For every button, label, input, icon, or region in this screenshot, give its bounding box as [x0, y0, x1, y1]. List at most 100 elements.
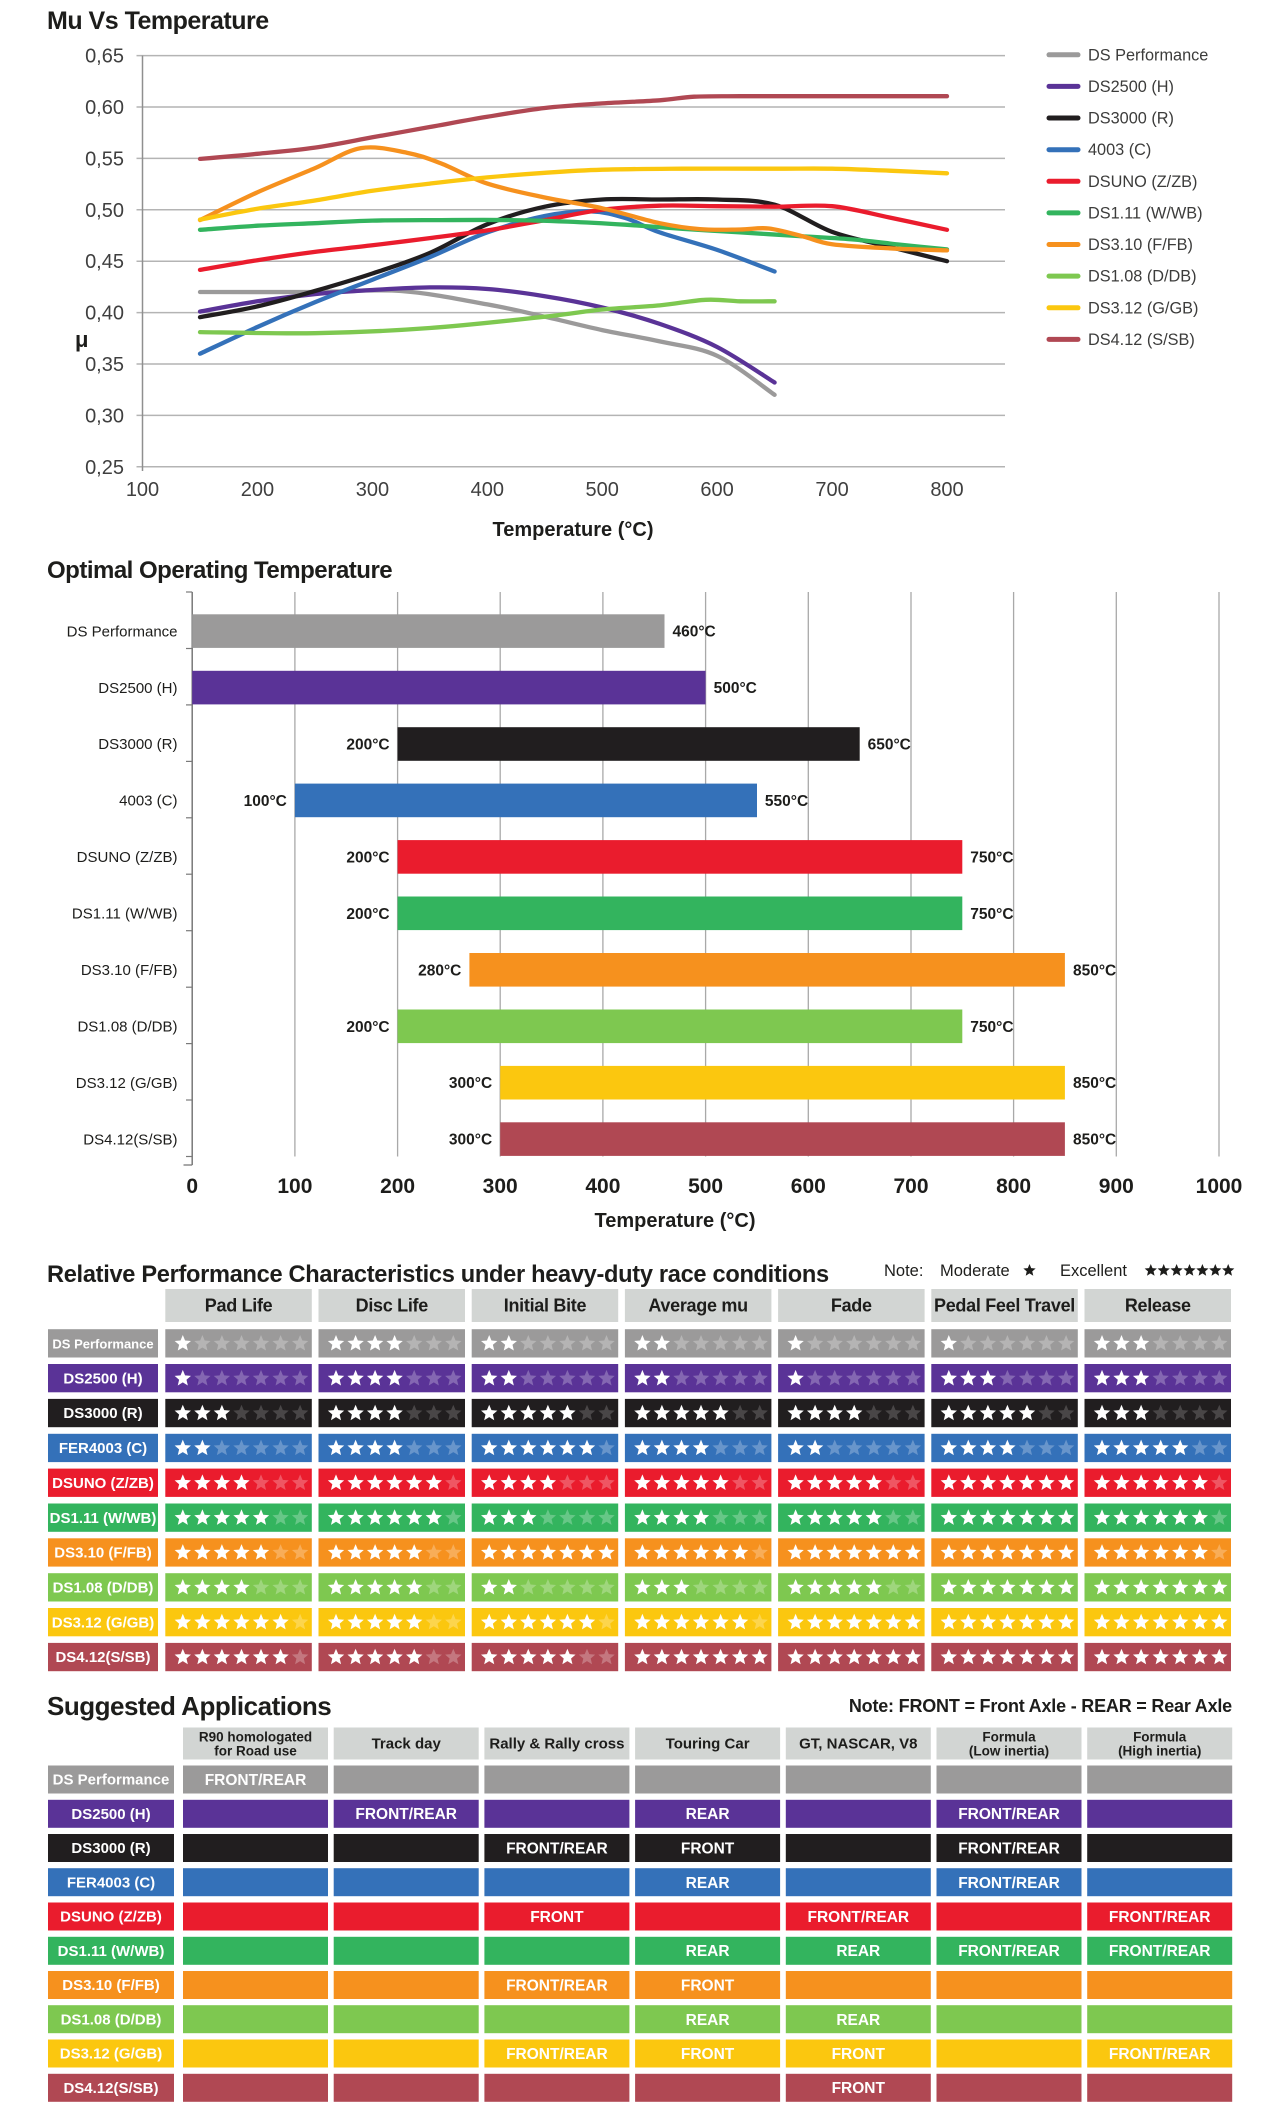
svg-text:FRONT/REAR: FRONT/REAR	[958, 1841, 1060, 1858]
svg-text:DS1.08 (D/DB): DS1.08 (D/DB)	[61, 2012, 162, 2029]
svg-text:0,35: 0,35	[85, 354, 124, 376]
svg-text:DS4.12(S/SB): DS4.12(S/SB)	[83, 1131, 177, 1148]
svg-text:300: 300	[356, 479, 389, 501]
svg-text:550°C: 550°C	[765, 793, 808, 810]
svg-text:300°C: 300°C	[449, 1132, 492, 1149]
svg-text:REAR: REAR	[686, 1875, 730, 1892]
svg-text:500: 500	[688, 1175, 723, 1198]
svg-text:Release: Release	[1125, 1296, 1191, 1316]
svg-text:850°C: 850°C	[1073, 1132, 1116, 1149]
svg-text:DSUNO (Z/ZB): DSUNO (Z/ZB)	[52, 1475, 154, 1492]
svg-text:DS3.10 (F/FB): DS3.10 (F/FB)	[1088, 236, 1193, 254]
svg-text:DS4.12 (S/SB): DS4.12 (S/SB)	[1088, 331, 1195, 349]
svg-text:0,60: 0,60	[85, 97, 124, 119]
svg-text:REAR: REAR	[836, 1943, 880, 1960]
svg-text:DS3000 (R): DS3000 (R)	[71, 1840, 150, 1857]
svg-text:FRONT/REAR: FRONT/REAR	[205, 1772, 307, 1789]
svg-text:0,40: 0,40	[85, 303, 124, 325]
svg-text:0,55: 0,55	[85, 148, 124, 170]
svg-text:0,30: 0,30	[85, 405, 124, 427]
svg-text:DS1.11 (W/WB): DS1.11 (W/WB)	[72, 906, 178, 923]
svg-text:300: 300	[483, 1175, 518, 1198]
svg-text:Track day: Track day	[372, 1736, 442, 1753]
svg-text:650°C: 650°C	[868, 737, 911, 754]
svg-text:DS Performance: DS Performance	[53, 1772, 170, 1789]
svg-text:FRONT/REAR: FRONT/REAR	[807, 1909, 909, 1926]
svg-text:DS1.11 (W/WB): DS1.11 (W/WB)	[50, 1510, 157, 1527]
svg-text:FER4003 (C): FER4003 (C)	[59, 1440, 147, 1457]
svg-text:Average mu: Average mu	[648, 1296, 747, 1316]
svg-text:100: 100	[126, 479, 159, 501]
svg-text:DS Performance: DS Performance	[52, 1337, 153, 1352]
svg-text:100°C: 100°C	[244, 793, 287, 810]
svg-text:DS3.12 (G/GB): DS3.12 (G/GB)	[1088, 299, 1198, 317]
svg-text:200: 200	[380, 1175, 415, 1198]
svg-text:DS3000 (R): DS3000 (R)	[1088, 110, 1174, 128]
svg-text:750°C: 750°C	[970, 1019, 1013, 1036]
svg-text:Temperature (°C): Temperature (°C)	[493, 519, 654, 541]
svg-text:FRONT/REAR: FRONT/REAR	[958, 1806, 1060, 1823]
svg-text:0,25: 0,25	[85, 457, 124, 479]
svg-text:Optimal Operating Temperature: Optimal Operating Temperature	[47, 557, 392, 584]
svg-text:REAR: REAR	[836, 2012, 880, 2029]
svg-text:DSUNO (Z/ZB): DSUNO (Z/ZB)	[60, 1909, 162, 1926]
svg-text:(Low inertia): (Low inertia)	[969, 1744, 1049, 1759]
svg-text:DS1.08 (D/DB): DS1.08 (D/DB)	[53, 1580, 154, 1597]
svg-text:DS3.12 (G/GB): DS3.12 (G/GB)	[76, 1075, 178, 1092]
svg-text:DS1.11 (W/WB): DS1.11 (W/WB)	[58, 1943, 165, 1960]
svg-text:Suggested Applications: Suggested Applications	[47, 1691, 331, 1721]
svg-text:Pedal Feel Travel: Pedal Feel Travel	[934, 1296, 1075, 1316]
svg-text:DS Performance: DS Performance	[67, 623, 178, 640]
svg-text:Formula: Formula	[982, 1730, 1036, 1745]
svg-text:Moderate: Moderate	[940, 1262, 1010, 1280]
svg-text:REAR: REAR	[686, 1806, 730, 1823]
svg-text:FRONT: FRONT	[530, 1909, 584, 1926]
svg-text:Fade: Fade	[831, 1296, 872, 1316]
svg-text:200: 200	[241, 479, 274, 501]
svg-text:DS3000 (R): DS3000 (R)	[98, 736, 177, 753]
svg-text:200°C: 200°C	[346, 1019, 389, 1036]
svg-text:FRONT/REAR: FRONT/REAR	[1109, 2046, 1211, 2063]
svg-text:4003 (C): 4003 (C)	[119, 793, 177, 810]
svg-text:500: 500	[586, 479, 619, 501]
svg-text:280°C: 280°C	[418, 962, 461, 979]
svg-text:FRONT/REAR: FRONT/REAR	[1109, 1943, 1211, 1960]
svg-text:750°C: 750°C	[970, 849, 1013, 866]
svg-text:FRONT/REAR: FRONT/REAR	[958, 1875, 1060, 1892]
svg-text:R90 homologated: R90 homologated	[199, 1730, 312, 1745]
svg-text:FRONT: FRONT	[832, 2080, 886, 2097]
svg-text:Excellent: Excellent	[1060, 1262, 1127, 1280]
svg-text:REAR: REAR	[686, 2012, 730, 2029]
svg-text:100: 100	[277, 1175, 312, 1198]
svg-text:Relative Performance Character: Relative Performance Characteristics und…	[47, 1262, 829, 1288]
svg-text:Note: FRONT = Front Axle - REA: Note: FRONT = Front Axle - REAR = Rear A…	[849, 1696, 1232, 1716]
svg-text:REAR: REAR	[686, 1943, 730, 1960]
svg-text:Mu Vs Temperature: Mu Vs Temperature	[47, 7, 269, 35]
svg-text:FRONT/REAR: FRONT/REAR	[1109, 1909, 1211, 1926]
svg-text:DS3000 (R): DS3000 (R)	[63, 1405, 142, 1422]
svg-text:4003 (C): 4003 (C)	[1088, 141, 1151, 159]
svg-text:400: 400	[585, 1175, 620, 1198]
svg-text:DS4.12(S/SB): DS4.12(S/SB)	[63, 2080, 158, 2097]
svg-text:Touring Car: Touring Car	[666, 1736, 750, 1753]
svg-text:300°C: 300°C	[449, 1075, 492, 1092]
svg-text:Disc Life: Disc Life	[356, 1296, 429, 1316]
svg-text:DS2500 (H): DS2500 (H)	[98, 680, 177, 697]
svg-text:0: 0	[186, 1175, 198, 1198]
svg-text:DS4.12(S/SB): DS4.12(S/SB)	[55, 1649, 150, 1666]
svg-text:Rally & Rally cross: Rally & Rally cross	[489, 1736, 624, 1753]
svg-text:DS2500 (H): DS2500 (H)	[1088, 78, 1174, 96]
svg-text:900: 900	[1099, 1175, 1134, 1198]
svg-text:for Road use: for Road use	[214, 1744, 297, 1759]
svg-text:850°C: 850°C	[1073, 1075, 1116, 1092]
svg-text:200°C: 200°C	[346, 737, 389, 754]
svg-text:DS1.08 (D/DB): DS1.08 (D/DB)	[77, 1019, 177, 1036]
svg-text:800: 800	[996, 1175, 1031, 1198]
svg-text:Temperature (°C): Temperature (°C)	[595, 1210, 756, 1232]
svg-text:DS2500 (H): DS2500 (H)	[71, 1806, 150, 1823]
svg-text:750°C: 750°C	[970, 906, 1013, 923]
svg-text:DS3.12 (G/GB): DS3.12 (G/GB)	[60, 2046, 163, 2063]
svg-text:FRONT/REAR: FRONT/REAR	[355, 1806, 457, 1823]
svg-text:700: 700	[893, 1175, 928, 1198]
svg-text:Formula: Formula	[1133, 1730, 1187, 1745]
